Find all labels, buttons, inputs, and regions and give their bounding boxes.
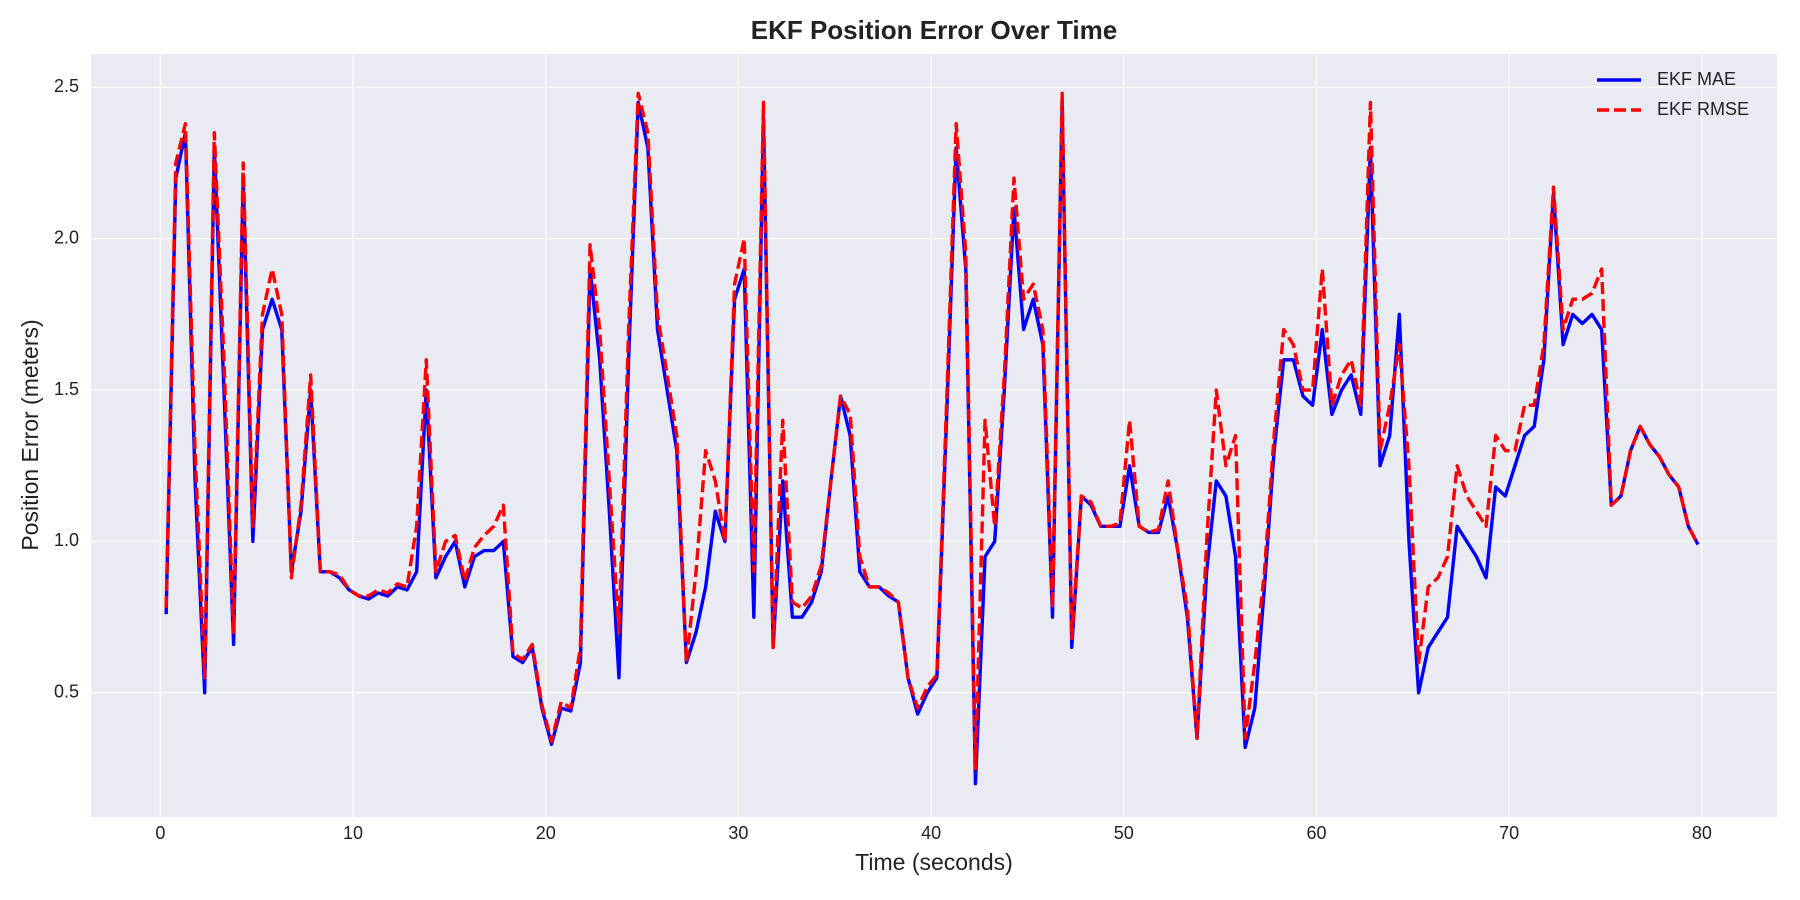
x-tick-label: 0 — [155, 823, 165, 843]
y-tick-label: 2.0 — [54, 227, 79, 247]
legend-label: EKF MAE — [1657, 69, 1736, 89]
x-tick-label: 10 — [343, 823, 363, 843]
y-tick-label: 0.5 — [54, 682, 79, 702]
x-axis-label: Time (seconds) — [855, 849, 1013, 875]
x-tick-label: 60 — [1306, 823, 1326, 843]
x-tick-label: 40 — [921, 823, 941, 843]
legend: EKF MAE EKF RMSE — [1597, 69, 1749, 119]
series-line — [164, 100, 1700, 786]
x-tick-label: 20 — [536, 823, 556, 843]
series-line — [164, 91, 1700, 771]
y-axis-label: Position Error (meters) — [17, 319, 43, 550]
grid — [91, 54, 1777, 817]
y-tick-label: 1.0 — [54, 530, 79, 550]
y-tick-label: 1.5 — [54, 379, 79, 399]
x-tick-label: 30 — [728, 823, 748, 843]
y-tick-label: 2.5 — [54, 76, 79, 96]
x-tick-label: 80 — [1692, 823, 1712, 843]
legend-label: EKF RMSE — [1657, 99, 1749, 119]
x-tick-label: 50 — [1114, 823, 1134, 843]
lines — [164, 91, 1700, 786]
chart-title: EKF Position Error Over Time — [751, 15, 1118, 45]
x-tick-label: 70 — [1499, 823, 1519, 843]
